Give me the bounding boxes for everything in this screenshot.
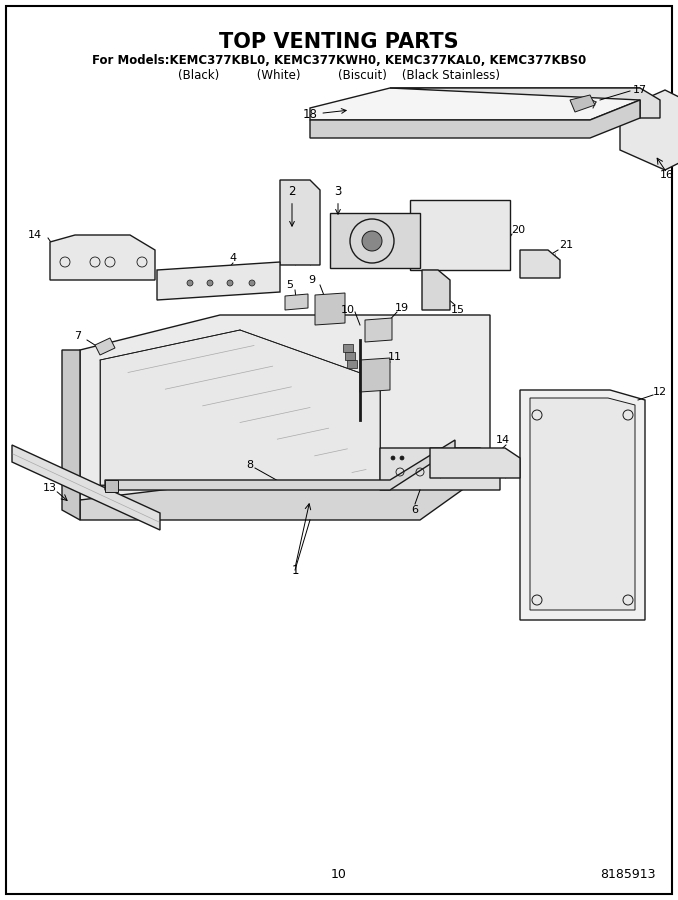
Text: 20: 20 <box>511 225 525 235</box>
Circle shape <box>187 280 193 286</box>
Text: TOP VENTING PARTS: TOP VENTING PARTS <box>219 32 459 52</box>
Text: 12: 12 <box>653 387 667 397</box>
Text: 5: 5 <box>287 280 294 290</box>
Polygon shape <box>157 262 280 300</box>
Text: 15: 15 <box>451 305 465 315</box>
Text: 7: 7 <box>75 331 81 341</box>
Polygon shape <box>430 448 520 478</box>
Polygon shape <box>100 330 380 485</box>
Text: 2: 2 <box>288 185 296 226</box>
Polygon shape <box>50 235 155 280</box>
Text: (Black)          (White)          (Biscuit)    (Black Stainless): (Black) (White) (Biscuit) (Black Stainle… <box>178 68 500 82</box>
Circle shape <box>227 280 233 286</box>
Polygon shape <box>330 213 420 268</box>
Circle shape <box>391 456 395 460</box>
Polygon shape <box>80 450 490 520</box>
Polygon shape <box>310 100 640 138</box>
Text: 4: 4 <box>229 253 237 263</box>
Polygon shape <box>343 344 353 352</box>
Text: 21: 21 <box>559 240 573 250</box>
Polygon shape <box>520 250 560 278</box>
Polygon shape <box>422 270 450 310</box>
Polygon shape <box>345 352 355 360</box>
Polygon shape <box>285 294 308 310</box>
Text: 3: 3 <box>334 185 342 214</box>
Polygon shape <box>62 350 80 520</box>
Text: 10: 10 <box>331 868 347 881</box>
Text: 6: 6 <box>412 505 418 515</box>
Polygon shape <box>95 338 115 355</box>
Polygon shape <box>390 88 660 118</box>
Polygon shape <box>620 90 678 170</box>
Polygon shape <box>570 95 595 112</box>
Text: 11: 11 <box>388 352 402 362</box>
Polygon shape <box>520 390 645 620</box>
Polygon shape <box>380 448 500 490</box>
Polygon shape <box>530 398 635 610</box>
Text: 8185913: 8185913 <box>600 868 656 881</box>
Text: 9: 9 <box>308 275 315 285</box>
Polygon shape <box>365 318 392 342</box>
Text: 8: 8 <box>246 460 254 470</box>
Polygon shape <box>80 315 490 500</box>
Circle shape <box>207 280 213 286</box>
Polygon shape <box>105 440 455 490</box>
Text: 14: 14 <box>496 435 510 445</box>
Polygon shape <box>12 445 160 530</box>
Text: 14: 14 <box>28 230 42 240</box>
Text: 19: 19 <box>395 303 409 313</box>
Circle shape <box>249 280 255 286</box>
Polygon shape <box>310 88 640 120</box>
Text: For Models:KEMC377KBL0, KEMC377KWH0, KEMC377KAL0, KEMC377KBS0: For Models:KEMC377KBL0, KEMC377KWH0, KEM… <box>92 53 586 67</box>
Polygon shape <box>105 480 118 492</box>
Polygon shape <box>410 200 510 270</box>
Polygon shape <box>360 358 390 392</box>
Polygon shape <box>315 293 345 325</box>
Polygon shape <box>280 180 320 265</box>
Text: 17: 17 <box>633 85 647 95</box>
Text: 10: 10 <box>341 305 355 315</box>
Circle shape <box>362 231 382 251</box>
Text: 1: 1 <box>292 563 299 577</box>
Text: 13: 13 <box>43 483 57 493</box>
Text: 18: 18 <box>302 108 346 121</box>
Circle shape <box>400 456 404 460</box>
Text: 16: 16 <box>660 170 674 180</box>
Polygon shape <box>347 360 357 368</box>
